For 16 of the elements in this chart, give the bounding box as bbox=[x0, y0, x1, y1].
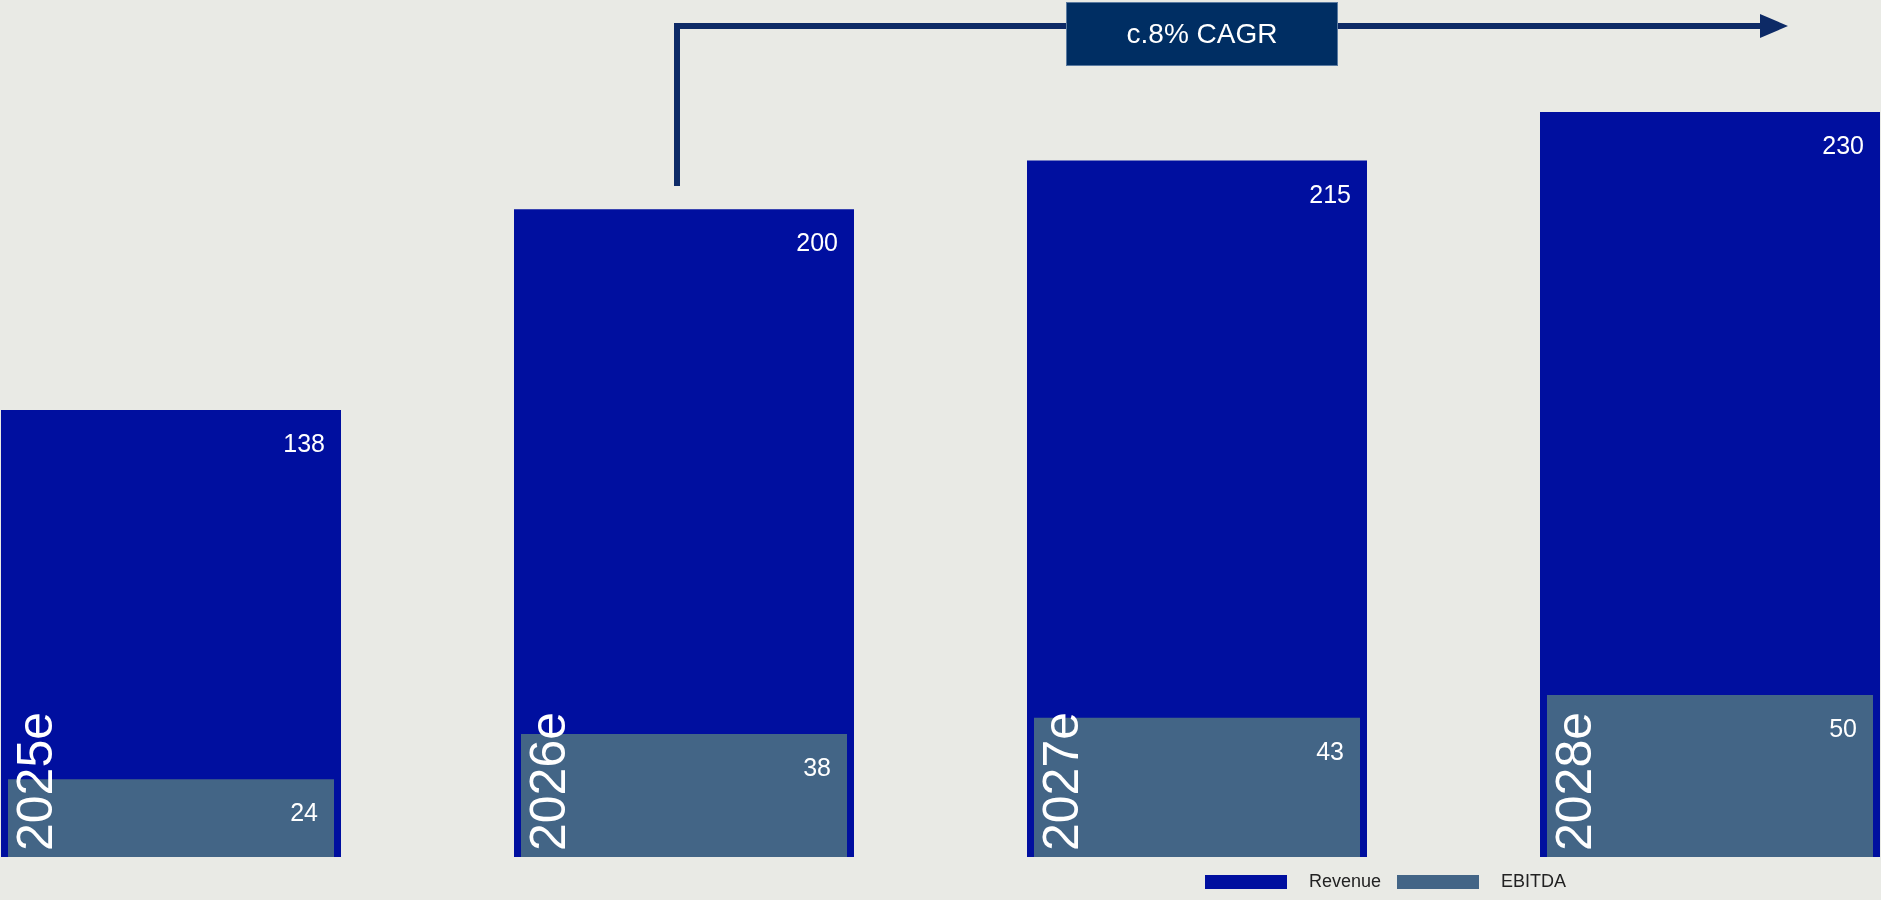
bar bbox=[1547, 695, 1873, 857]
legend-label: Revenue bbox=[1308, 871, 1381, 892]
x-tick-label: 2027e bbox=[1033, 711, 1089, 851]
x-tick-label: 2028e bbox=[1546, 711, 1602, 851]
legend-label: EBITDA bbox=[1500, 871, 1566, 892]
text: c.8% CAGR bbox=[1066, 2, 1338, 66]
data-label: 200 bbox=[796, 228, 838, 257]
data-label: 38 bbox=[803, 752, 831, 781]
data-label: 215 bbox=[1309, 179, 1351, 208]
data-label: 24 bbox=[290, 798, 319, 827]
data-label: 43 bbox=[1316, 736, 1344, 765]
data-label: 230 bbox=[1822, 131, 1864, 159]
x-tick-label: 2025e bbox=[7, 711, 63, 851]
x-tick-label: 2026e bbox=[520, 711, 576, 851]
data-label: 50 bbox=[1829, 714, 1857, 743]
data-label: 138 bbox=[283, 429, 325, 457]
